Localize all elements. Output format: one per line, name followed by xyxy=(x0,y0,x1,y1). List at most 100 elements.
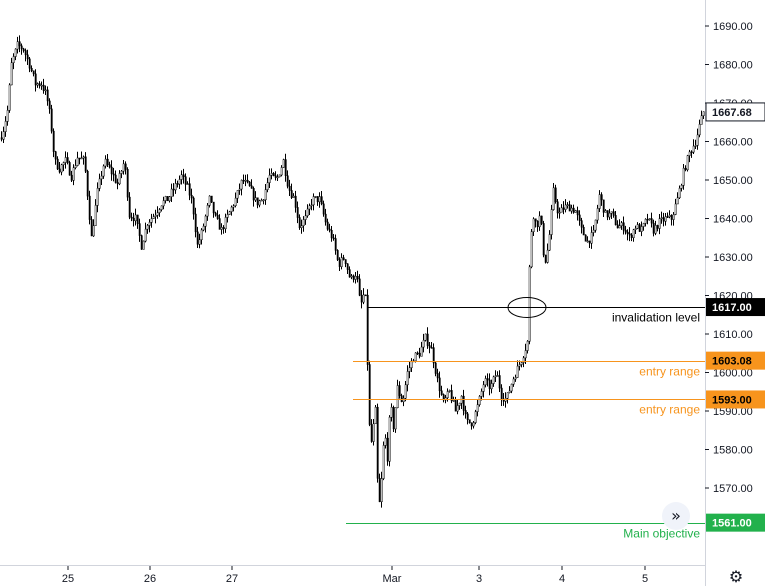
candle-up xyxy=(632,229,635,238)
candle-up xyxy=(664,216,667,222)
candle-up xyxy=(692,145,695,153)
candle-down xyxy=(462,395,465,411)
candle-up xyxy=(566,204,569,206)
price-tick-label: 1680.00 xyxy=(713,60,753,72)
candle-up xyxy=(146,225,149,230)
candle-up xyxy=(104,158,107,167)
candle-down xyxy=(440,390,443,395)
candle-down xyxy=(320,196,323,205)
level-label: entry range xyxy=(639,365,700,379)
time-tick-label: 27 xyxy=(226,573,238,585)
candle-down xyxy=(684,167,687,171)
price-tick-label: 1570.00 xyxy=(713,483,753,495)
level-price-tag: 1617.00 xyxy=(712,302,752,314)
candle-down xyxy=(342,257,345,260)
candle-up xyxy=(302,219,305,226)
scroll-to-realtime-button[interactable]: » xyxy=(662,502,690,530)
price-tick-label: 1590.00 xyxy=(713,406,753,418)
candle-up xyxy=(480,391,483,397)
candle-down xyxy=(140,235,143,250)
candle-up xyxy=(422,339,425,348)
candle-down xyxy=(330,230,333,239)
candle-up xyxy=(492,376,495,384)
candle-up xyxy=(700,115,703,125)
candle-up xyxy=(300,225,303,228)
candle-down xyxy=(426,333,429,346)
time-tick-label: 26 xyxy=(144,573,156,585)
candle-down xyxy=(666,216,669,218)
candle-up xyxy=(682,167,685,186)
candle-up xyxy=(168,196,171,202)
candle-down xyxy=(0,137,3,140)
candle-down xyxy=(364,294,367,297)
time-tick-label: 25 xyxy=(62,573,74,585)
candle-up xyxy=(40,84,43,87)
candle-up xyxy=(180,174,183,180)
candle-up xyxy=(312,196,315,206)
candle-up xyxy=(570,207,573,212)
candle-up xyxy=(702,111,705,116)
candle-up xyxy=(476,404,479,412)
level-label: entry range xyxy=(639,403,700,417)
candle-down xyxy=(556,201,559,214)
candle-up xyxy=(394,407,397,430)
candle-up xyxy=(604,210,607,213)
candle-down xyxy=(136,214,139,224)
candle-up xyxy=(306,208,309,217)
candle-up xyxy=(456,405,459,412)
candle-up xyxy=(152,216,155,219)
candle-up xyxy=(308,205,311,210)
level-price-tag: 1603.08 xyxy=(712,356,752,368)
candle-up xyxy=(174,183,177,191)
candle-up xyxy=(10,62,13,86)
candle-up xyxy=(648,218,651,220)
candle-up xyxy=(586,240,589,243)
candle-down xyxy=(464,410,467,415)
candle-down xyxy=(138,223,141,236)
price-axis[interactable]: 1690.001680.001670.001660.001650.001640.… xyxy=(705,21,753,495)
level-label: Main objective xyxy=(623,527,700,541)
candle-down xyxy=(628,233,631,236)
price-tick-label: 1690.00 xyxy=(713,21,753,33)
candle-down xyxy=(18,41,21,47)
candle-down xyxy=(488,379,491,390)
candle-down xyxy=(540,215,543,224)
candle-down xyxy=(188,183,191,196)
candle-up xyxy=(64,157,67,163)
candle-down xyxy=(30,67,33,72)
candle-down xyxy=(498,375,501,389)
candle-down xyxy=(582,226,585,236)
candle-down xyxy=(656,225,659,229)
candle-up xyxy=(354,275,357,280)
candle-down xyxy=(274,175,277,178)
candle-down xyxy=(584,234,587,242)
candle-series xyxy=(0,35,705,508)
candle-up xyxy=(446,391,449,399)
candle-down xyxy=(86,170,89,197)
candle-up xyxy=(608,212,611,218)
candle-up xyxy=(642,223,645,227)
time-axis[interactable]: 25 26 27 Mar 3 4 5 xyxy=(62,566,648,585)
candle-down xyxy=(580,220,583,228)
candle-up xyxy=(654,225,657,234)
candle-down xyxy=(436,373,439,379)
candle-down xyxy=(172,188,175,191)
candle-down xyxy=(216,214,219,219)
candle-down xyxy=(344,259,347,265)
gear-icon[interactable]: ⚙ xyxy=(728,567,744,586)
candle-down xyxy=(434,362,437,374)
candle-up xyxy=(552,187,555,210)
candle-up xyxy=(82,156,85,159)
price-levels: invalidation level entry range entry range… xyxy=(346,307,705,541)
candle-down xyxy=(576,210,579,216)
candle-down xyxy=(626,231,629,235)
time-tick-label: 3 xyxy=(476,573,482,585)
candle-up xyxy=(278,174,281,178)
candle-up xyxy=(528,266,531,342)
candle-down xyxy=(24,50,27,56)
candle-up xyxy=(234,197,237,207)
candle-down xyxy=(324,213,327,223)
candle-down xyxy=(242,179,245,182)
candle-down xyxy=(332,237,335,240)
candle-down xyxy=(58,168,61,173)
